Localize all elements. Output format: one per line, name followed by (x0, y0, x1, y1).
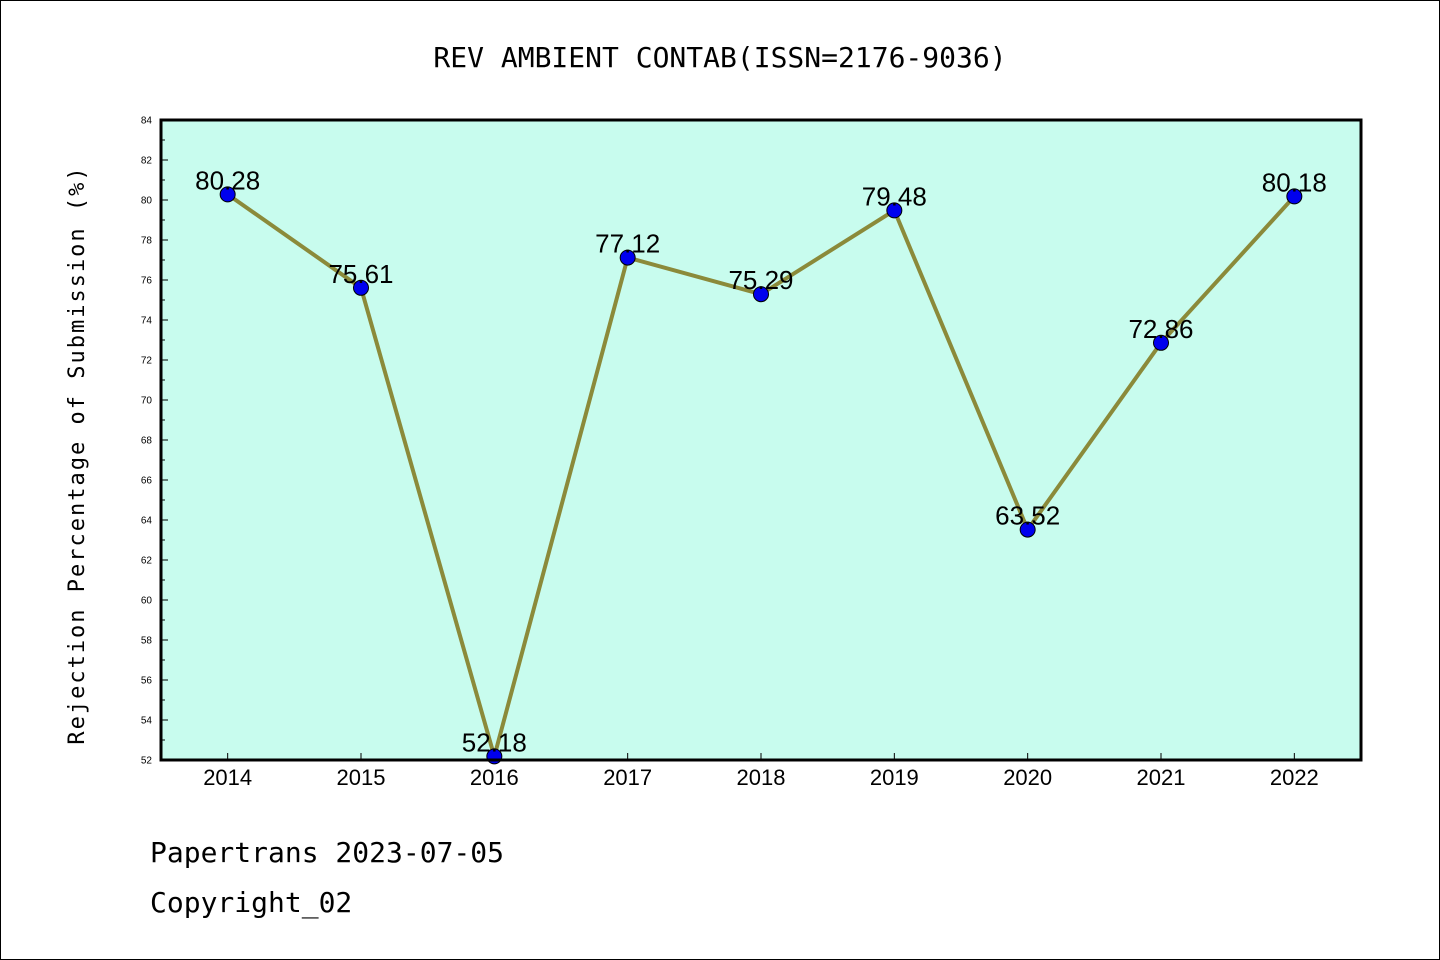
x-tick-label: 2022 (1270, 765, 1319, 790)
data-label: 75.29 (728, 265, 793, 295)
plot-border (159, 118, 1363, 762)
y-tick-label: 70 (141, 396, 153, 407)
y-tick-label: 58 (141, 636, 153, 647)
y-tick-label: 72 (141, 356, 153, 367)
x-tick-label: 2018 (737, 765, 786, 790)
data-point (1153, 334, 1169, 351)
y-tick-label: 56 (141, 676, 153, 687)
y-tick-label: 64 (141, 516, 153, 527)
y-tick-label: 80 (141, 196, 153, 207)
x-tick-label: 2015 (337, 765, 386, 790)
y-tick-label: 78 (141, 236, 153, 247)
y-tick-label: 52 (141, 756, 153, 767)
y-tick-label: 76 (141, 276, 153, 287)
data-label: 75.61 (328, 259, 393, 289)
data-point (353, 279, 369, 296)
data-label: 80.18 (1262, 167, 1327, 197)
data-label: 63.52 (995, 501, 1060, 531)
data-label: 80.28 (195, 165, 260, 195)
data-series: 80.28 75.61 52.18 77.12 75.29 79.48 63.52 72.86… (195, 165, 1327, 765)
plot-area (161, 120, 1361, 760)
y-tick-label: 66 (141, 476, 153, 487)
y-tick-label: 54 (141, 716, 153, 727)
x-tick-label: 2021 (1137, 765, 1186, 790)
data-label: 77.12 (595, 229, 660, 259)
footer-copyright: Copyright_02 (150, 886, 353, 919)
data-point (619, 249, 636, 266)
data-label: 72.86 (1128, 314, 1193, 344)
data-label: 52.18 (462, 727, 527, 757)
x-tick-label: 2017 (603, 765, 652, 790)
x-tick-label: 2019 (870, 765, 919, 790)
y-tick-label: 60 (141, 596, 153, 607)
data-point (886, 202, 903, 219)
y-tick-label: 84 (141, 116, 153, 127)
x-axis-ticks: 2014 2015 2016 2017 2018 2019 2020 2021 2022 (203, 753, 1319, 790)
y-tick-label: 82 (141, 156, 153, 167)
y-axis-label: Rejection Percentage of Submission (%) (65, 165, 90, 744)
x-tick-label: 2014 (203, 765, 252, 790)
data-label: 79.48 (862, 181, 927, 211)
y-tick-label: 62 (141, 556, 153, 567)
x-tick-label: 2020 (1003, 765, 1052, 790)
footer-date: Papertrans 2023-07-05 (150, 836, 505, 869)
y-tick-label: 74 (141, 316, 153, 327)
y-tick-label: 68 (141, 436, 153, 447)
data-point (219, 186, 236, 203)
chart-title: REV AMBIENT CONTAB(ISSN=2176-9036) (433, 41, 1006, 74)
data-point (1286, 188, 1303, 205)
x-tick-label: 2016 (470, 765, 519, 790)
data-point (1019, 521, 1036, 538)
data-point (753, 286, 769, 303)
